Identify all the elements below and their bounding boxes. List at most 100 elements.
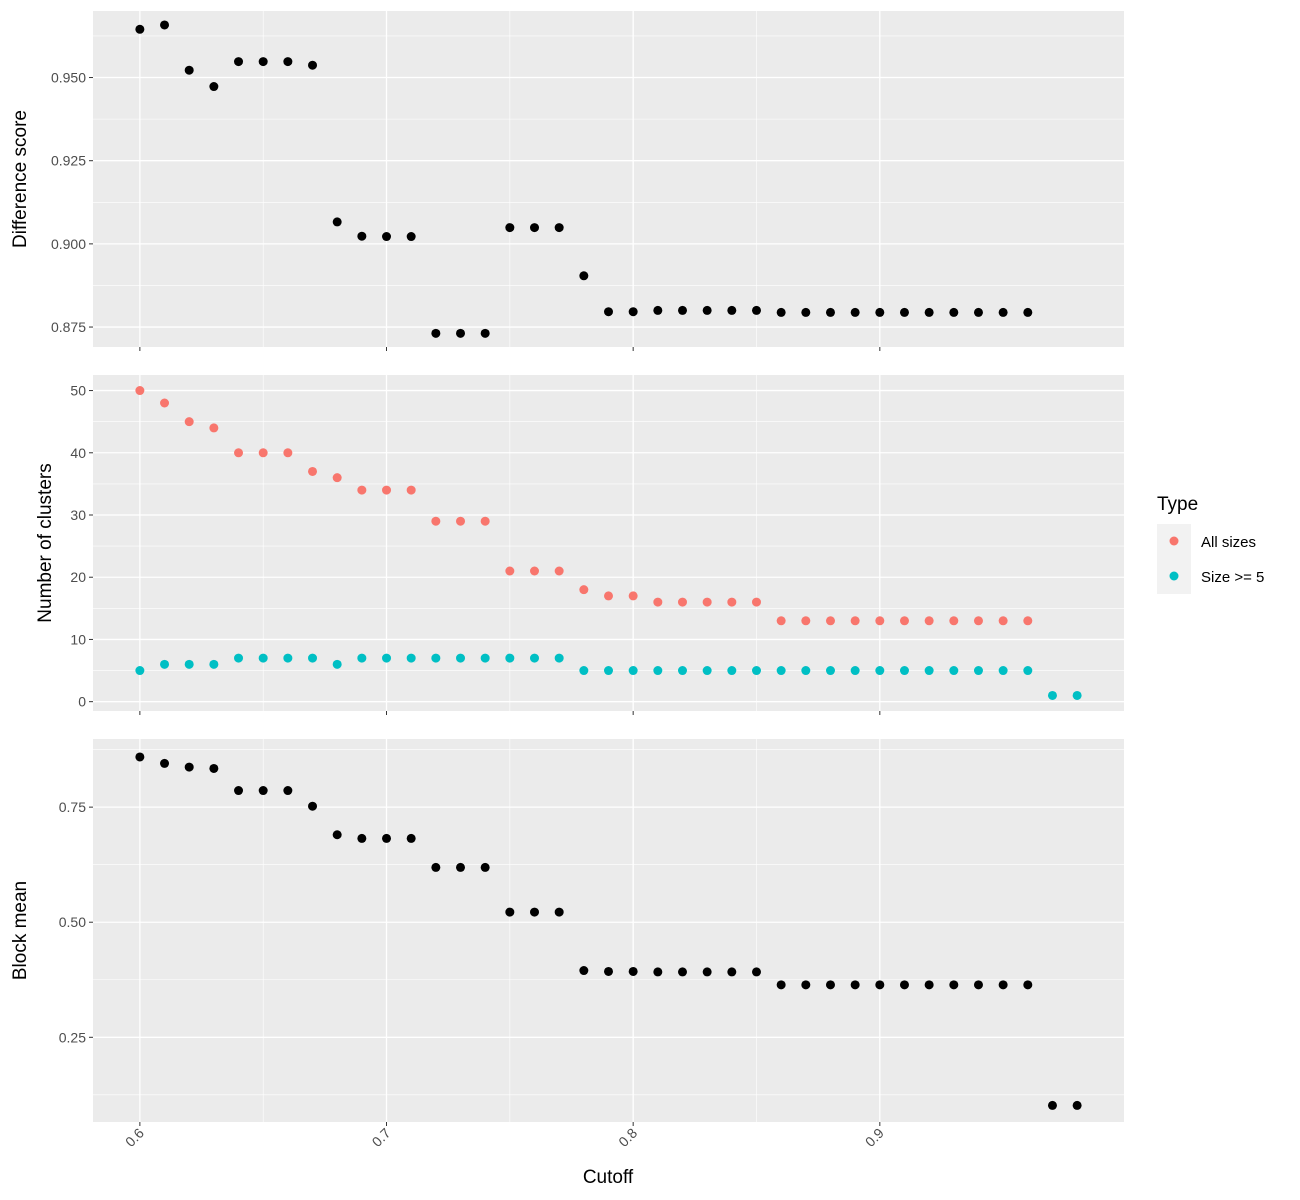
data-point — [234, 653, 244, 663]
y-tick-label: 10 — [70, 631, 86, 647]
data-point — [998, 616, 1008, 626]
panel-background — [93, 11, 1124, 347]
panel-1: 0.875 0.900 0.925 0.950 Difference score — [10, 11, 1124, 351]
data-point — [1023, 666, 1033, 676]
y-tick-label: 0.900 — [51, 236, 86, 252]
data-point — [505, 223, 515, 233]
data-point — [949, 307, 959, 317]
data-point — [628, 307, 638, 317]
data-point — [135, 24, 145, 34]
legend-key-size-5 — [1169, 571, 1179, 581]
data-point — [505, 653, 515, 663]
data-point — [875, 307, 885, 317]
data-point — [776, 980, 786, 990]
data-point — [184, 65, 194, 75]
data-point — [234, 786, 244, 796]
data-point — [431, 862, 441, 872]
data-point — [998, 980, 1008, 990]
data-point — [160, 758, 170, 768]
data-point — [1072, 690, 1082, 700]
data-point — [382, 653, 392, 663]
data-point — [160, 398, 170, 408]
series-1 — [135, 752, 1082, 1110]
data-point — [431, 653, 441, 663]
data-point — [209, 82, 219, 92]
data-point — [776, 307, 786, 317]
data-point — [825, 980, 835, 990]
panel-background — [93, 739, 1124, 1122]
data-point — [406, 232, 416, 242]
data-point — [875, 616, 885, 626]
y-tick-label: 0.25 — [59, 1029, 86, 1045]
data-point — [135, 666, 145, 676]
data-point — [505, 566, 515, 576]
data-point — [332, 473, 342, 483]
data-point — [677, 305, 687, 315]
y-tick-label: 0.925 — [51, 153, 86, 169]
y-tick-label: 40 — [70, 445, 86, 461]
y-tick-label: 0.875 — [51, 319, 86, 335]
data-point — [308, 801, 318, 811]
data-point — [653, 597, 663, 607]
data-point — [973, 616, 983, 626]
data-point — [628, 591, 638, 601]
x-tick-label: 0.8 — [615, 1125, 640, 1150]
data-point — [308, 653, 318, 663]
data-point — [431, 516, 441, 526]
data-point — [160, 659, 170, 669]
data-point — [554, 653, 564, 663]
data-point — [850, 666, 860, 676]
data-point — [727, 967, 737, 977]
data-point — [1023, 307, 1033, 317]
data-point — [357, 653, 367, 663]
data-point — [801, 307, 811, 317]
y-tick-label: 30 — [70, 507, 86, 523]
data-point — [382, 833, 392, 843]
x-tick-label: 0.6 — [122, 1125, 147, 1150]
data-point — [234, 57, 244, 67]
data-point — [1047, 690, 1057, 700]
data-point — [875, 980, 885, 990]
data-point — [801, 616, 811, 626]
data-point — [357, 231, 367, 241]
panel-2: 0 10 20 30 40 50 Number of clusters — [35, 375, 1124, 715]
legend-key-background — [1157, 524, 1191, 594]
data-point — [480, 653, 490, 663]
data-point — [702, 305, 712, 315]
data-point — [998, 307, 1008, 317]
data-point — [579, 966, 589, 976]
data-point — [332, 217, 342, 227]
y-tick-label: 0.50 — [59, 914, 86, 930]
data-point — [677, 597, 687, 607]
data-point — [653, 666, 663, 676]
data-point — [949, 616, 959, 626]
data-point — [998, 666, 1008, 676]
data-point — [530, 566, 540, 576]
data-point — [801, 980, 811, 990]
data-point — [283, 448, 293, 458]
data-point — [702, 666, 712, 676]
data-point — [579, 271, 589, 281]
data-point — [308, 60, 318, 70]
data-point — [973, 666, 983, 676]
data-point — [604, 666, 613, 676]
data-point — [480, 516, 490, 526]
x-tick-label: 0.9 — [862, 1125, 887, 1150]
legend-label-size-5: Size >= 5 — [1201, 569, 1264, 586]
data-point — [751, 305, 761, 315]
data-point — [209, 659, 219, 669]
legend-key-all-sizes — [1169, 536, 1179, 546]
data-point — [480, 328, 490, 338]
data-point — [825, 307, 835, 317]
data-point — [924, 616, 934, 626]
data-point — [209, 423, 219, 433]
data-point — [135, 386, 145, 396]
data-point — [357, 833, 367, 843]
data-point — [875, 666, 885, 676]
data-point — [184, 762, 194, 772]
legend-label-all-sizes: All sizes — [1201, 534, 1256, 551]
data-point — [949, 666, 959, 676]
data-point — [653, 305, 663, 315]
